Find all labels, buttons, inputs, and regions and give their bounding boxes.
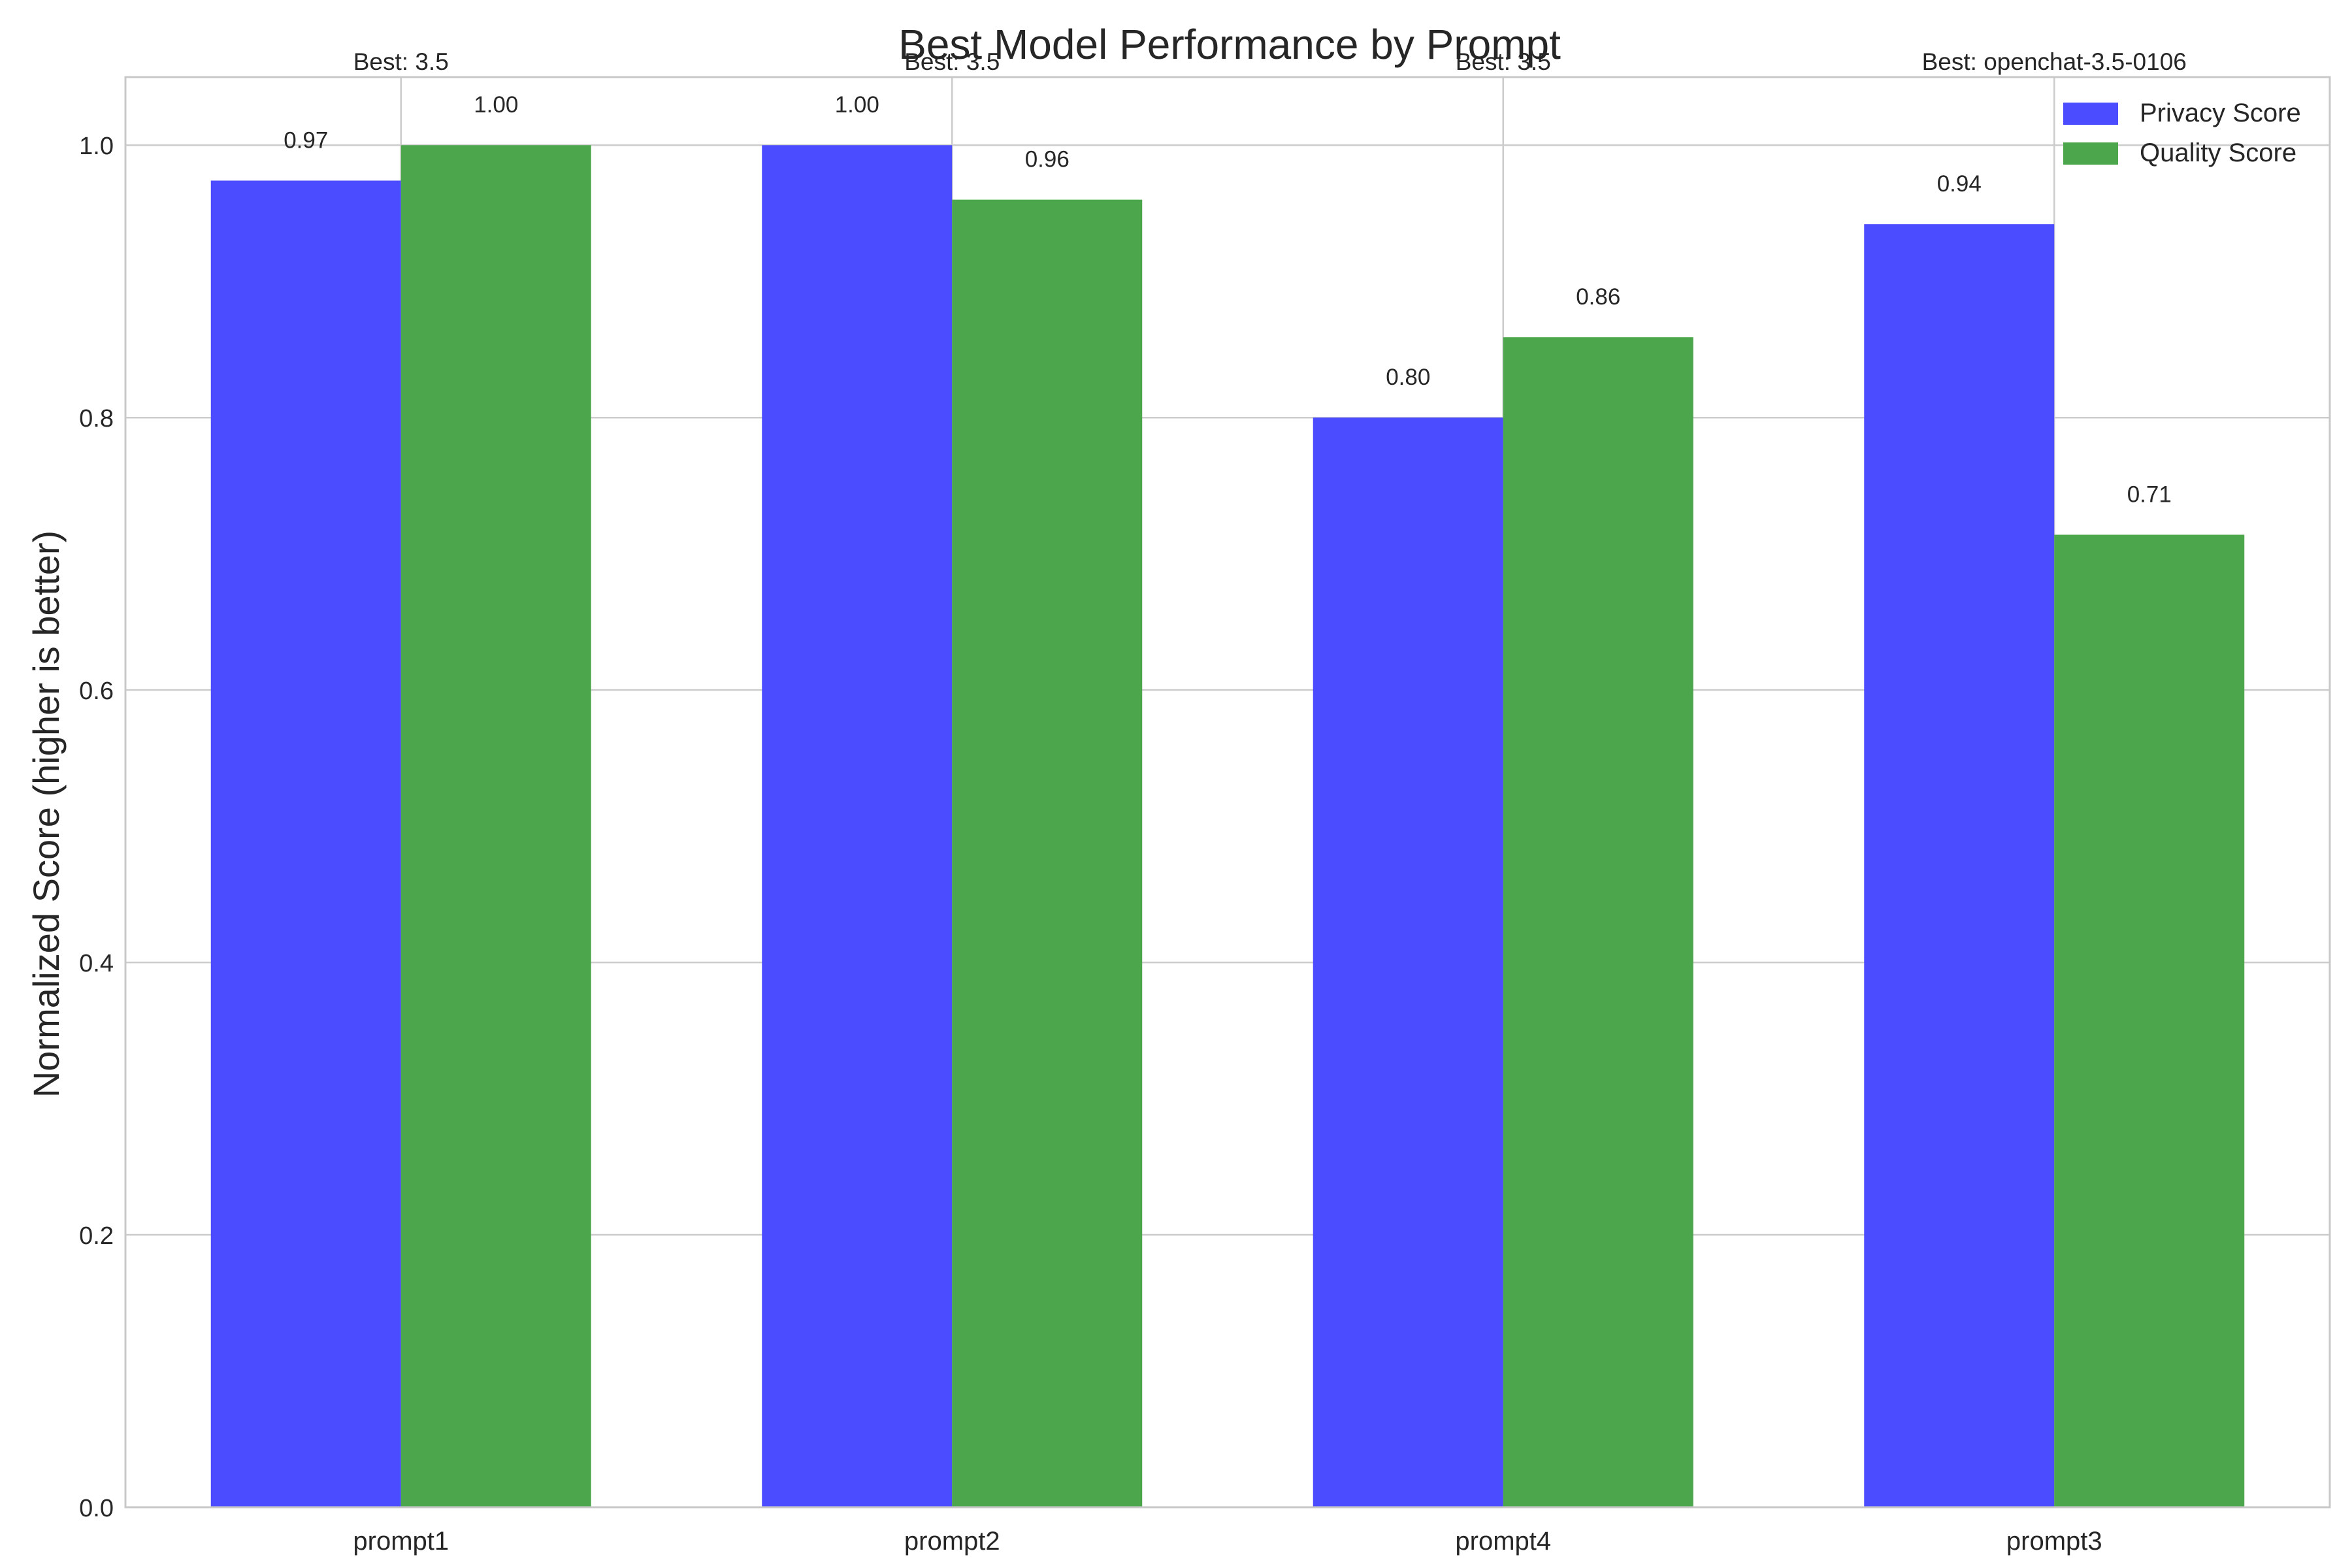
value-label: 0.80 (1386, 365, 1430, 390)
bar-quality-prompt1 (400, 145, 591, 1508)
chart-title: Best Model Performance by Prompt (898, 21, 1561, 68)
legend-label-privacy: Privacy Score (2140, 99, 2301, 127)
plot-frame (124, 76, 2331, 1509)
value-label: 0.86 (1576, 284, 1620, 310)
bar-privacy-prompt2 (762, 145, 953, 1508)
best-model-label: Best: 3.5 (904, 48, 1000, 75)
x-tick-label: prompt4 (1455, 1527, 1551, 1556)
y-tick-label: 0.4 (79, 950, 114, 977)
value-label: 0.94 (1937, 171, 1982, 197)
x-tick-labels: prompt1 prompt2 prompt4 prompt3 (353, 1527, 2102, 1556)
value-labels: 0.97 1.00 0.80 0.94 1.00 0.96 0.86 0.71 (284, 92, 2172, 507)
x-tick-label: prompt1 (353, 1527, 449, 1556)
best-labels: Best: 3.5 Best: 3.5 Best: 3.5 Best: opencha… (353, 48, 2187, 75)
bars-layer (210, 145, 2245, 1508)
bar-quality-prompt4 (1503, 337, 1693, 1508)
bar-quality-prompt2 (952, 199, 1143, 1508)
x-tick-label: prompt3 (2006, 1527, 2102, 1556)
value-label: 0.71 (2127, 482, 2172, 507)
value-label: 1.00 (835, 92, 879, 118)
value-label: 0.96 (1025, 147, 1070, 172)
y-tick-label: 0.6 (79, 678, 114, 705)
bar-privacy-prompt3 (1864, 224, 2055, 1507)
x-tick-label: prompt2 (904, 1527, 1000, 1556)
y-tick-label: 1.0 (79, 133, 114, 160)
best-model-label: Best: 3.5 (1456, 48, 1551, 75)
bar-privacy-prompt1 (210, 180, 401, 1507)
value-label: 1.00 (474, 92, 518, 118)
legend-swatch-privacy (2063, 103, 2118, 125)
y-axis-label: Normalized Score (higher is better) (25, 531, 67, 1098)
legend: Privacy Score Quality Score (2063, 99, 2301, 167)
y-tick-label: 0.0 (79, 1495, 114, 1522)
y-tick-label: 0.8 (79, 405, 114, 433)
y-tick-label: 0.2 (79, 1222, 114, 1250)
legend-swatch-quality (2063, 142, 2118, 165)
bar-privacy-prompt4 (1313, 417, 1503, 1508)
best-model-label: Best: openchat-3.5-0106 (1922, 48, 2187, 75)
legend-label-quality: Quality Score (2140, 139, 2296, 167)
value-label: 0.97 (284, 127, 328, 153)
y-tick-labels: 0.0 0.2 0.4 0.6 0.8 1.0 (79, 133, 114, 1522)
bar-quality-prompt3 (2054, 534, 2245, 1507)
best-model-label: Best: 3.5 (353, 48, 449, 75)
